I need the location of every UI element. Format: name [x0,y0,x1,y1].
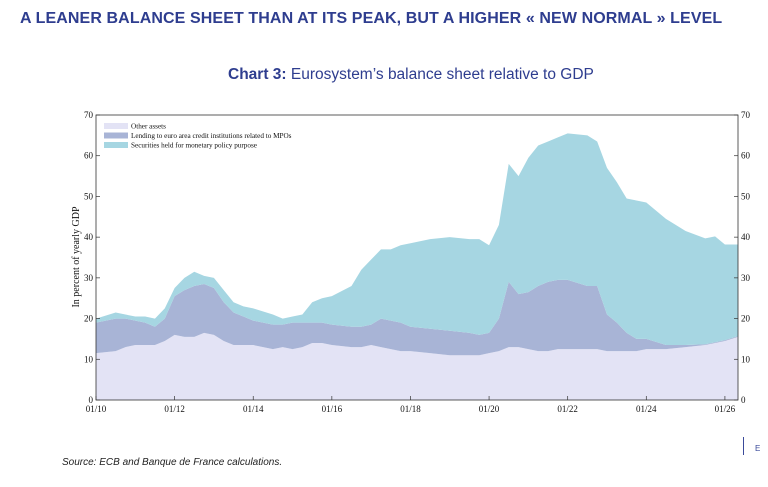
x-tick-label: 01/22 [557,404,578,414]
corner-divider [743,437,744,455]
plot-frame [95,114,739,401]
y-tick-label-left: 0 [89,395,94,405]
x-tick-label: 01/10 [86,404,107,414]
legend-label-other-assets: Other assets [131,123,166,131]
legend-label-securities-held-for-monetary-policy-purpose: Securities held for monetary policy purp… [131,142,257,150]
y-tick-label-left: 30 [84,273,94,283]
legend-swatch-securities-held-for-monetary-policy-purpose [104,142,128,148]
y-tick-label-left: 50 [84,191,94,201]
x-tick-label: 01/12 [164,404,185,414]
y-tick-label-right: 60 [741,151,751,161]
area-lending-to-euro-area-credit-institutions-related-to-mpos [96,279,738,356]
y-tick-label-right: 40 [741,232,751,242]
headline: A LEANER BALANCE SHEET THAN AT ITS PEAK,… [20,10,723,27]
y-tick-label-right: 10 [741,354,751,364]
y-tick-label-left: 70 [84,110,94,120]
y-tick-label-left: 60 [84,151,94,161]
corner-mark: E [755,444,761,453]
legend-box [101,120,307,150]
area-other-assets [96,332,738,400]
chart-title-text: Eurosystem’s balance sheet relative to G… [290,66,594,83]
y-tick-label-right: 0 [741,395,746,405]
x-tick-label: 01/18 [400,404,421,414]
chart-number: Chart 3: [228,66,287,83]
x-tick-label: 01/20 [479,404,500,414]
y-tick-label-left: 40 [84,232,94,242]
axis-ticks-group: 0 0 10 10 20 20 30 30 40 40 50 50 60 60 70 70 01/10 01/12… [84,110,751,414]
legend-swatch-lending-to-euro-area-credit-institutions-related-to-mpos [104,132,128,139]
x-tick-label: 01/24 [636,404,657,414]
x-tick-label: 01/14 [243,404,264,414]
y-tick-label-left: 10 [84,354,94,364]
x-tick-label: 01/16 [322,404,343,414]
chart-title: Chart 3: Eurosystem’s balance sheet rela… [228,66,594,84]
y-tick-label-right: 50 [741,191,751,201]
y-axis-label: In percent of yearly GDP [71,206,82,308]
y-tick-label-left: 20 [84,314,94,324]
x-tick-label: 01/26 [715,404,736,414]
y-tick-label-right: 30 [741,273,751,283]
source-note: Source: ECB and Banque de France calcula… [62,457,283,468]
y-tick-label-right: 20 [741,314,751,324]
y-tick-label-right: 70 [741,110,751,120]
legend-swatch-other-assets [104,123,128,129]
area-securities-held-for-monetary-policy-purpose [96,133,738,346]
area-series-group [96,133,738,400]
legend-label-lending-to-euro-area-credit-institutions-related-to-mpos: Lending to euro area credit institutions… [131,132,292,140]
